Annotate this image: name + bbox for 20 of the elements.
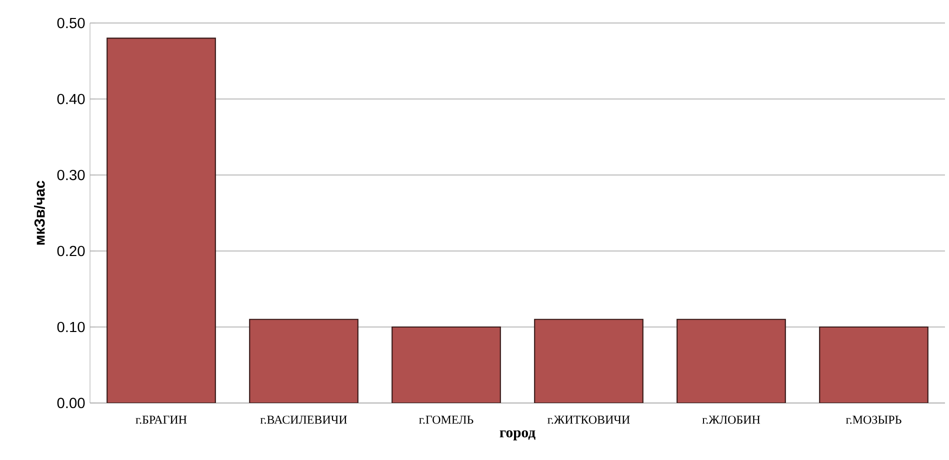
y-axis-title: мкЗв/час (34, 180, 45, 245)
bar (392, 326, 501, 403)
x-tick-label: г.ЖЛОБИН (702, 416, 760, 424)
x-tick-label: г.ЖИТКОВИЧИ (548, 416, 630, 424)
x-tick-label: г.БРАГИН (136, 416, 187, 424)
y-tick-label: 0.10 (57, 322, 85, 332)
bar (249, 318, 358, 403)
y-tick-label: 0.20 (57, 246, 85, 256)
bar (819, 326, 928, 403)
x-axis-title: город (500, 430, 536, 440)
y-tick-label: 0.50 (57, 18, 85, 28)
x-tick-label: г.МОЗЫРЬ (846, 416, 902, 424)
x-tick-label: г.ГОМЕЛЬ (419, 416, 474, 424)
bar (534, 318, 644, 403)
y-tick-label: 0.40 (57, 94, 85, 104)
y-tick-label: 0.00 (57, 398, 85, 408)
x-tick-label: г.ВАСИЛЕВИЧИ (260, 416, 347, 424)
bar (106, 38, 216, 403)
y-tick-label: 0.30 (57, 170, 85, 180)
bar (676, 318, 786, 403)
